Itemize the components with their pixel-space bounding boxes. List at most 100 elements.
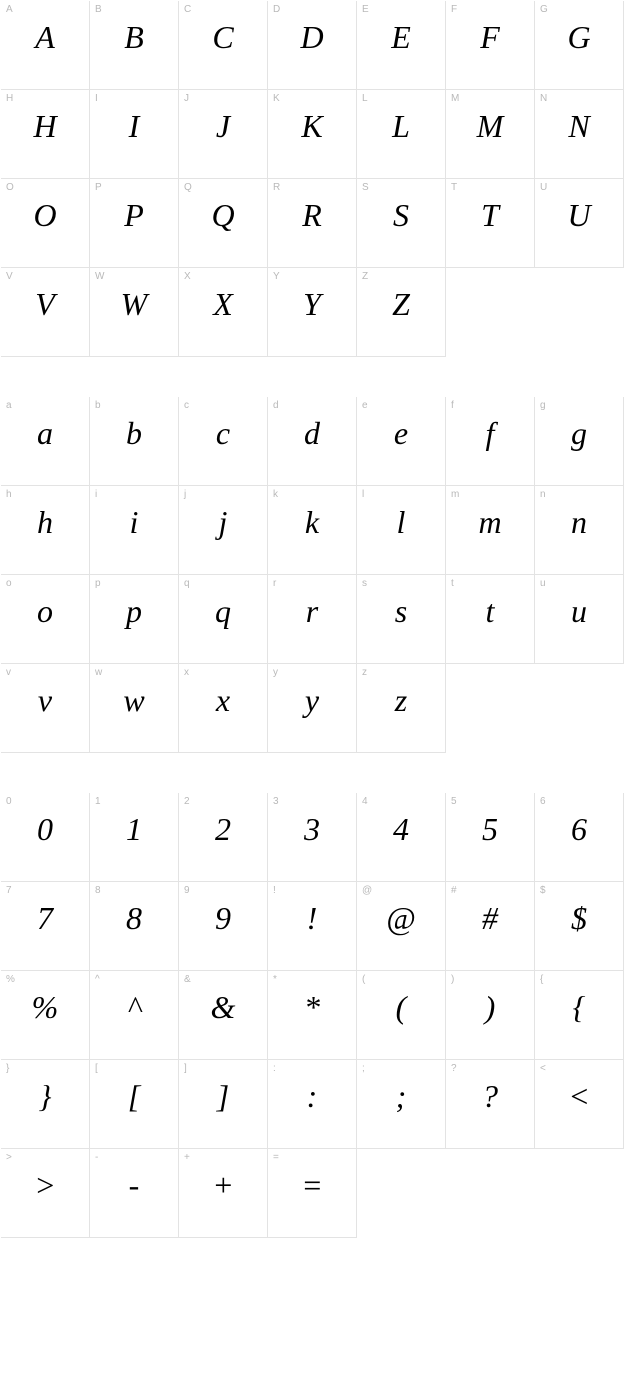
- glyph-cell-label: l: [362, 489, 364, 500]
- glyph-cell: )): [445, 970, 535, 1060]
- glyph-cell: 66: [534, 793, 624, 882]
- glyph-cell: ff: [445, 397, 535, 486]
- glyph-cell: oo: [1, 574, 90, 664]
- glyph-cell-label: Q: [184, 182, 192, 193]
- glyph-cell-label: }: [6, 1063, 9, 1074]
- glyph-cell: zz: [356, 663, 446, 753]
- glyph-cell-label: r: [273, 578, 276, 589]
- glyph-cell: 33: [267, 793, 357, 882]
- glyph-cell: qq: [178, 574, 268, 664]
- glyph-cell: hh: [1, 485, 90, 575]
- glyph-row: vvwwxxyyzz: [1, 664, 640, 753]
- glyph-row: 778899!!@@##$$: [1, 882, 640, 971]
- glyph-cell-glyph: 4: [357, 811, 445, 848]
- glyph-cell-label: D: [273, 4, 280, 15]
- glyph-cell-glyph: =: [268, 1167, 356, 1204]
- glyph-cell-label: N: [540, 93, 547, 104]
- glyph-cell: <<: [534, 1059, 624, 1149]
- glyph-cell-glyph: e: [357, 415, 445, 452]
- glyph-cell-glyph: T: [446, 197, 534, 234]
- glyph-cell: EE: [356, 1, 446, 90]
- glyph-cell-label: f: [451, 400, 454, 411]
- glyph-cell-label: i: [95, 489, 97, 500]
- glyph-cell-label: o: [6, 578, 12, 589]
- glyph-cell-glyph: 7: [1, 900, 89, 937]
- glyph-cell-label: v: [6, 667, 11, 678]
- glyph-cell-label: G: [540, 4, 548, 15]
- glyph-cell: xx: [178, 663, 268, 753]
- glyph-cell-glyph: *: [268, 989, 356, 1026]
- glyph-cell: !!: [267, 881, 357, 971]
- glyph-cell: RR: [267, 178, 357, 268]
- glyph-cell-label: ): [451, 974, 454, 985]
- glyph-cell-glyph: [: [90, 1078, 178, 1115]
- glyph-cell-label: 2: [184, 796, 190, 807]
- glyph-cell-label: t: [451, 578, 454, 589]
- glyph-cell-label: Y: [273, 271, 280, 282]
- glyph-cell-glyph: n: [535, 504, 623, 541]
- glyph-cell: WW: [89, 267, 179, 357]
- glyph-cell: ss: [356, 574, 446, 664]
- glyph-cell-glyph: q: [179, 593, 267, 630]
- glyph-cell-label: Z: [362, 271, 368, 282]
- glyph-cell: %%: [1, 970, 90, 1060]
- glyph-cell-glyph: {: [535, 989, 623, 1026]
- glyph-cell-glyph: U: [535, 197, 623, 234]
- glyph-cell-label: b: [95, 400, 101, 411]
- glyph-cell-glyph: N: [535, 108, 623, 145]
- glyph-cell: vv: [1, 663, 90, 753]
- glyph-cell: AA: [1, 1, 90, 90]
- glyph-cell: ZZ: [356, 267, 446, 357]
- glyph-row: VVWWXXYYZZ: [1, 268, 640, 357]
- glyph-cell-label: J: [184, 93, 189, 104]
- glyph-cell-glyph: 0: [1, 811, 89, 848]
- glyph-cell: DD: [267, 1, 357, 90]
- glyph-cell-label: n: [540, 489, 546, 500]
- glyph-cell-glyph: O: [1, 197, 89, 234]
- glyph-cell: PP: [89, 178, 179, 268]
- glyph-cell-glyph: ): [446, 989, 534, 1026]
- glyph-cell-glyph: -: [90, 1167, 178, 1204]
- glyph-cell: yy: [267, 663, 357, 753]
- glyph-cell-glyph: ;: [357, 1078, 445, 1115]
- glyph-cell-label: z: [362, 667, 367, 678]
- glyph-cell-glyph: A: [1, 19, 89, 56]
- glyph-cell-label: s: [362, 578, 367, 589]
- glyph-cell-label: >: [6, 1152, 12, 1163]
- glyph-cell-glyph: #: [446, 900, 534, 937]
- glyph-cell-glyph: B: [90, 19, 178, 56]
- glyph-cell: ]]: [178, 1059, 268, 1149]
- glyph-cell-glyph: ?: [446, 1078, 534, 1115]
- glyph-cell: jj: [178, 485, 268, 575]
- glyph-cell-label: *: [273, 974, 277, 985]
- glyph-cell-label: S: [362, 182, 369, 193]
- glyph-cell-glyph: r: [268, 593, 356, 630]
- glyph-cell-glyph: o: [1, 593, 89, 630]
- glyph-cell: ##: [445, 881, 535, 971]
- glyph-cell-label: I: [95, 93, 98, 104]
- glyph-cell-glyph: k: [268, 504, 356, 541]
- glyph-row: aabbccddeeffgg: [1, 397, 640, 486]
- glyph-cell-label: C: [184, 4, 191, 15]
- glyph-cell-glyph: L: [357, 108, 445, 145]
- glyph-cell: kk: [267, 485, 357, 575]
- glyph-cell-glyph: G: [535, 19, 623, 56]
- glyph-cell-glyph: C: [179, 19, 267, 56]
- glyph-cell-glyph: c: [179, 415, 267, 452]
- glyph-cell: $$: [534, 881, 624, 971]
- glyph-cell-label: !: [273, 885, 276, 896]
- glyph-cell-glyph: (: [357, 989, 445, 1026]
- glyph-row: 00112233445566: [1, 793, 640, 882]
- glyph-cell-glyph: @: [357, 900, 445, 937]
- glyph-cell-glyph: !: [268, 900, 356, 937]
- glyph-cell: aa: [1, 397, 90, 486]
- glyph-cell-label: K: [273, 93, 280, 104]
- glyph-cell-label: ]: [184, 1063, 187, 1074]
- glyph-cell-label: =: [273, 1152, 279, 1163]
- glyph-cell-label: &: [184, 974, 191, 985]
- glyph-row: >>--++==: [1, 1149, 640, 1238]
- glyph-cell: 00: [1, 793, 90, 882]
- glyph-cell-label: p: [95, 578, 101, 589]
- glyph-cell: gg: [534, 397, 624, 486]
- glyph-cell-label: V: [6, 271, 13, 282]
